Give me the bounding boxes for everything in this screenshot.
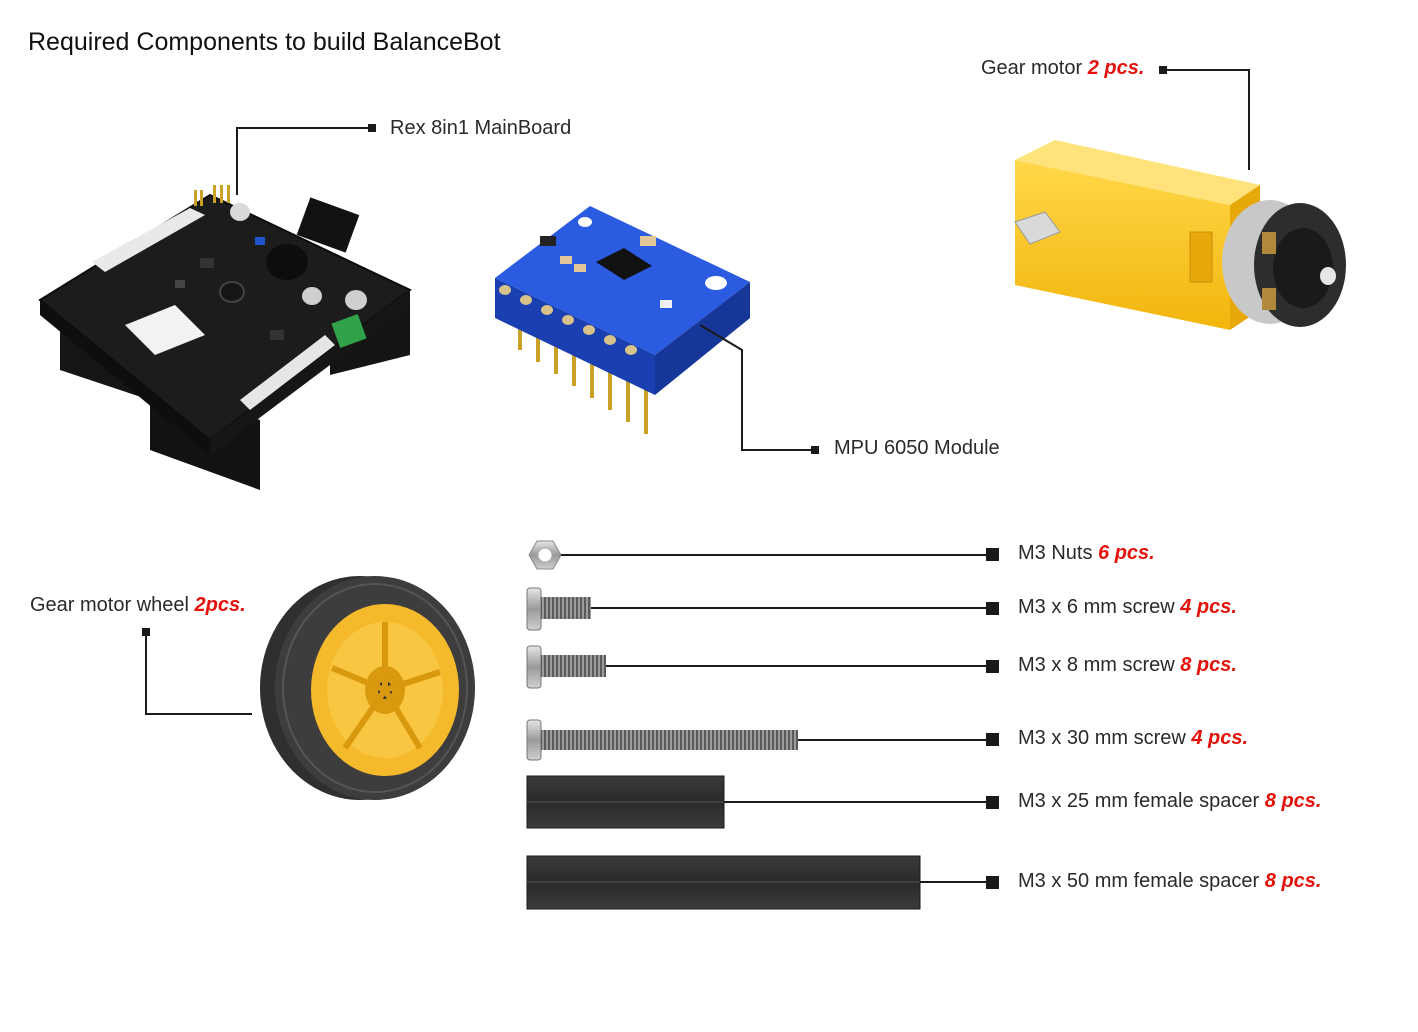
m3-25mm-spacer-image [526, 775, 725, 829]
spacer25-qty: 8 pcs. [1264, 790, 1322, 812]
nuts-label: M3 Nuts 6 pcs. [1018, 542, 1155, 565]
gear-motor-label: Gear motor 2 pcs. [981, 57, 1144, 80]
m3-6mm-screw-image [526, 587, 591, 631]
wheel-leader [145, 632, 252, 715]
spacer50-name: M3 x 50 mm female spacer [1018, 870, 1260, 892]
leader-markers [142, 66, 1167, 889]
spacer50-qty: 8 pcs. [1264, 870, 1322, 892]
screw6-label: M3 x 6 mm screw 4 pcs. [1018, 596, 1237, 619]
screw30-label: M3 x 30 mm screw 4 pcs. [1018, 727, 1248, 750]
gear-motor-qty: 2 pcs. [1087, 57, 1145, 79]
mainboard-leader [236, 127, 372, 195]
screw6-qty: 4 pcs. [1180, 596, 1237, 618]
wheel-label: Gear motor wheel 2pcs. [30, 594, 246, 617]
screw6-name: M3 x 6 mm screw [1018, 596, 1175, 618]
mpu-label: MPU 6050 Module [834, 437, 1000, 460]
mainboard-label: Rex 8in1 MainBoard [390, 117, 571, 140]
mpu-leader [699, 324, 815, 451]
wheel-qty: 2pcs. [194, 594, 246, 616]
m3-nut-image [528, 540, 562, 570]
screw8-name: M3 x 8 mm screw [1018, 654, 1175, 676]
page-title: Required Components to build BalanceBot [28, 28, 501, 56]
screw30-qty: 4 pcs. [1191, 727, 1249, 749]
wheel-image [260, 576, 475, 800]
mpu-image [495, 206, 750, 434]
m3-50mm-spacer-image [526, 855, 921, 910]
leader-lines [145, 69, 1250, 883]
gear-motor-name: Gear motor [981, 57, 1083, 79]
gear-motor-leader [1163, 69, 1250, 170]
m3-30mm-screw-image [526, 719, 798, 761]
m3-8mm-screw-image [526, 645, 606, 689]
spacer50-label: M3 x 50 mm female spacer 8 pcs. [1018, 870, 1321, 893]
screw8-qty: 8 pcs. [1180, 654, 1237, 676]
gear-motor-image [1014, 140, 1346, 330]
mainboard-image [38, 185, 412, 490]
nuts-name: M3 Nuts [1018, 542, 1093, 564]
spacer25-name: M3 x 25 mm female spacer [1018, 790, 1260, 812]
screw30-name: M3 x 30 mm screw [1018, 727, 1186, 749]
screw8-label: M3 x 8 mm screw 8 pcs. [1018, 654, 1237, 677]
mainboard-name: Rex 8in1 MainBoard [390, 117, 572, 139]
spacer25-label: M3 x 25 mm female spacer 8 pcs. [1018, 790, 1321, 813]
mpu-name: MPU 6050 Module [834, 437, 1000, 459]
nuts-qty: 6 pcs. [1098, 542, 1155, 564]
wheel-name: Gear motor wheel [30, 594, 189, 616]
